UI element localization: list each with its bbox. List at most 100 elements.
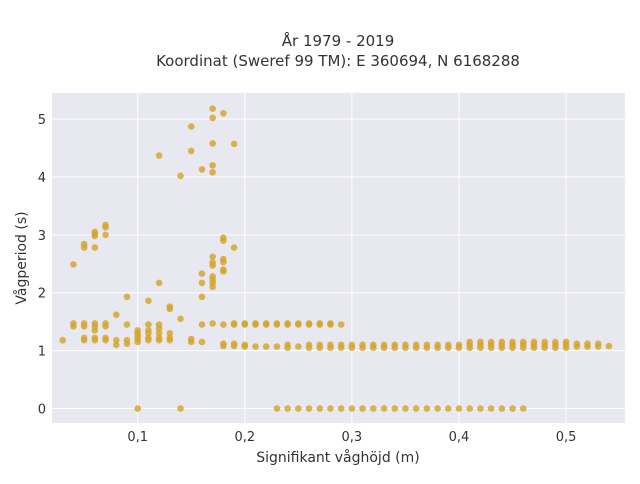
data-point-156 <box>402 405 409 412</box>
data-point-134 <box>327 341 334 349</box>
data-point-30 <box>123 336 131 344</box>
data-point-141 <box>348 405 356 412</box>
data-point-206 <box>552 338 559 346</box>
grid <box>52 93 625 423</box>
data-point-38 <box>134 327 141 334</box>
data-point-15 <box>91 244 99 251</box>
data-point-51 <box>155 152 163 159</box>
x-tick-label-1: 0,2 <box>234 430 255 445</box>
chart-title-line-2: Koordinat (Sweref 99 TM): E 360694, N 61… <box>156 52 520 70</box>
data-point-136 <box>327 320 334 327</box>
data-point-91 <box>220 234 227 242</box>
data-point-121 <box>295 320 302 327</box>
data-point-146 <box>359 341 366 349</box>
data-point-170 <box>444 341 452 349</box>
data-point-117 <box>284 320 291 327</box>
data-point-159 <box>412 405 420 412</box>
data-point-64 <box>198 338 206 346</box>
data-point-161 <box>412 341 420 349</box>
data-point-139 <box>337 341 345 349</box>
data-point-33 <box>134 405 141 412</box>
data-point-103 <box>252 343 259 350</box>
data-point-149 <box>370 341 377 349</box>
data-point-193 <box>509 338 516 346</box>
data-point-118 <box>295 405 302 412</box>
data-point-119 <box>295 343 302 350</box>
data-point-177 <box>466 338 474 346</box>
data-point-106 <box>262 343 270 350</box>
y-tick-label-1: 1 <box>38 345 46 360</box>
data-point-80 <box>209 140 216 147</box>
data-point-178 <box>477 405 484 412</box>
data-point-129 <box>316 341 324 349</box>
data-point-79 <box>209 162 216 169</box>
data-point-186 <box>498 405 506 412</box>
data-point-113 <box>284 405 291 412</box>
data-point-43 <box>145 321 152 328</box>
data-point-18 <box>91 228 99 236</box>
data-point-94 <box>230 340 238 347</box>
data-point-47 <box>155 329 163 337</box>
data-point-76 <box>209 259 216 266</box>
data-point-63 <box>187 123 195 130</box>
data-point-65 <box>198 321 206 328</box>
data-point-209 <box>562 338 570 346</box>
plot-area <box>52 93 625 423</box>
data-point-23 <box>102 231 109 239</box>
data-point-42 <box>145 327 152 334</box>
data-point-14 <box>91 320 99 327</box>
data-point-190 <box>509 405 516 412</box>
data-point-56 <box>166 303 174 310</box>
data-point-66 <box>198 293 206 301</box>
data-point-89 <box>220 255 227 263</box>
data-point-87 <box>220 266 227 273</box>
x-tick-label-2: 0,3 <box>342 430 363 445</box>
chart-title-line-1: År 1979 - 2019 <box>282 31 395 50</box>
data-point-22 <box>102 320 109 327</box>
data-point-69 <box>198 166 206 173</box>
data-point-203 <box>541 338 548 346</box>
data-point-155 <box>391 341 399 349</box>
data-point-96 <box>230 320 238 327</box>
x-tick-labels: 0,1 0,2 0,3 0,4 0,5 <box>127 430 576 445</box>
data-point-85 <box>220 321 227 328</box>
y-tick-label-5: 5 <box>38 113 46 128</box>
data-point-0 <box>59 336 67 344</box>
data-point-112 <box>273 320 281 327</box>
y-axis-label: Vågperiod (s) <box>13 211 30 304</box>
data-point-25 <box>102 221 109 229</box>
data-point-143 <box>348 341 356 349</box>
data-point-105 <box>252 320 259 327</box>
data-point-50 <box>155 279 163 287</box>
data-point-162 <box>423 405 431 412</box>
data-point-144 <box>359 405 366 412</box>
data-point-59 <box>177 172 184 180</box>
data-point-100 <box>241 341 249 349</box>
data-point-164 <box>423 341 431 349</box>
data-point-131 <box>316 320 324 327</box>
y-tick-label-4: 4 <box>38 171 46 186</box>
data-point-213 <box>584 340 591 347</box>
data-point-147 <box>370 405 377 412</box>
x-axis-label: Signifikant våghöjd (m) <box>256 449 419 466</box>
y-tick-labels: 0 1 2 3 4 5 <box>38 113 46 417</box>
x-tick-label-3: 0,4 <box>449 430 470 445</box>
data-point-124 <box>305 341 313 349</box>
data-point-197 <box>519 338 527 346</box>
data-point-40 <box>145 334 152 342</box>
data-point-152 <box>380 341 388 349</box>
data-point-122 <box>305 405 313 412</box>
data-point-153 <box>391 405 399 412</box>
data-point-102 <box>241 320 249 327</box>
y-tick-label-0: 0 <box>38 403 46 418</box>
data-point-200 <box>530 338 538 346</box>
data-point-44 <box>145 297 152 305</box>
data-point-174 <box>466 405 474 412</box>
data-point-110 <box>273 343 281 350</box>
x-tick-label-4: 0,5 <box>556 430 577 445</box>
data-point-181 <box>477 338 484 346</box>
data-point-49 <box>155 321 163 328</box>
data-point-26 <box>112 341 120 349</box>
data-point-31 <box>123 321 131 328</box>
